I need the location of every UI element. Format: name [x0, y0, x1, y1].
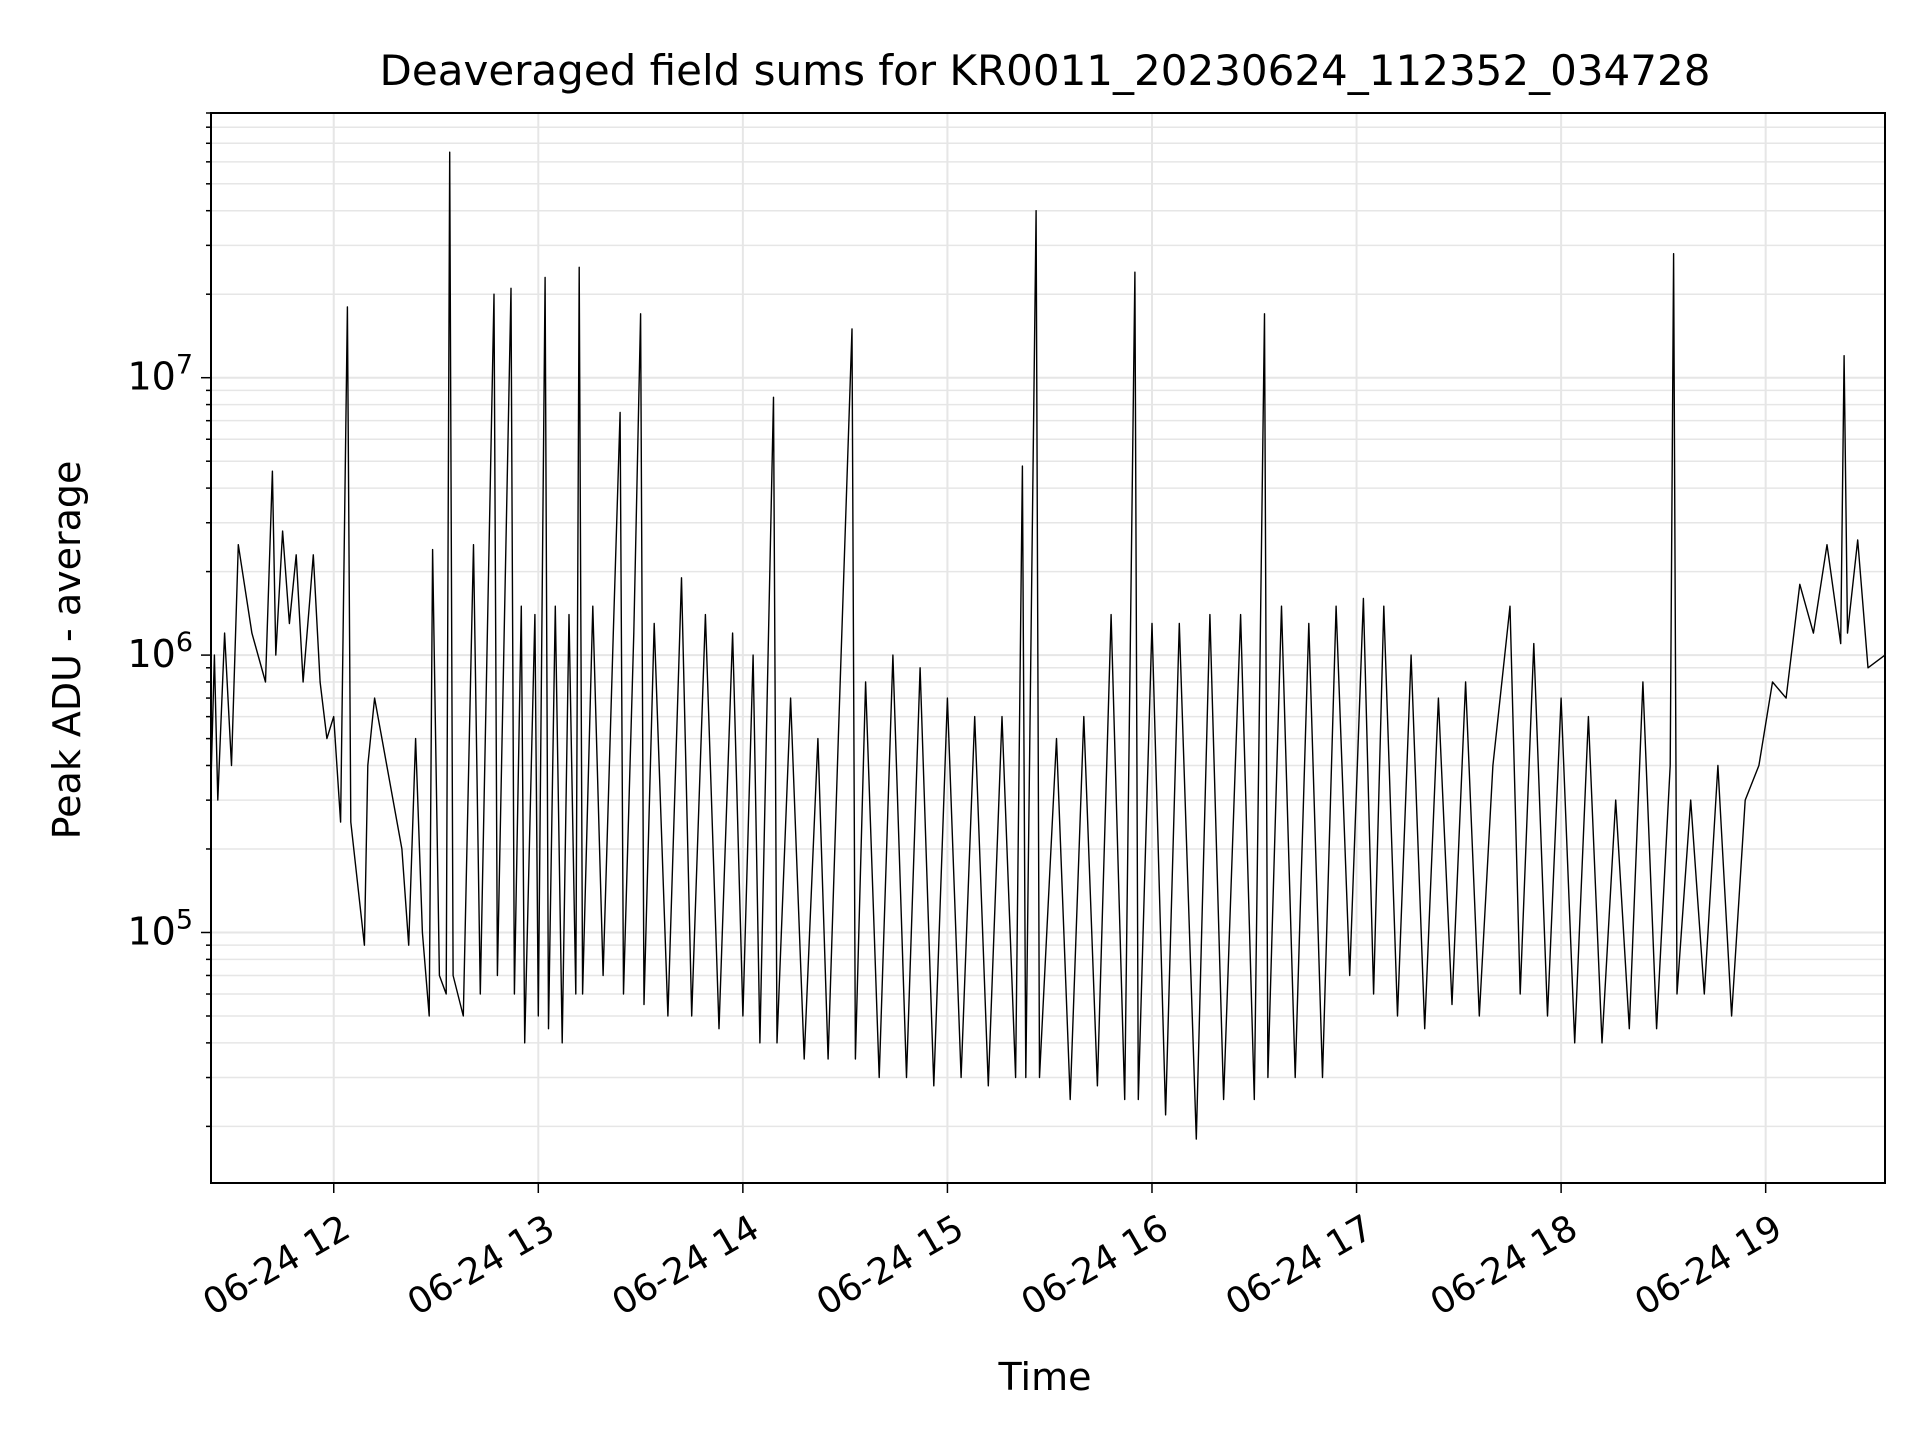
chart-title: Deaveraged field sums for KR0011_2023062…: [380, 46, 1711, 95]
x-axis-label: Time: [998, 1355, 1092, 1399]
plot-frame: [210, 112, 1886, 1184]
y-tick-label: 105: [127, 904, 193, 953]
y-axis-label: Peak ADU - average: [45, 461, 89, 840]
series-layer: [210, 151, 1886, 1140]
y-tick-label: 106: [127, 627, 193, 676]
y-tick-label: 107: [127, 350, 193, 399]
series-line: [210, 151, 1886, 1140]
